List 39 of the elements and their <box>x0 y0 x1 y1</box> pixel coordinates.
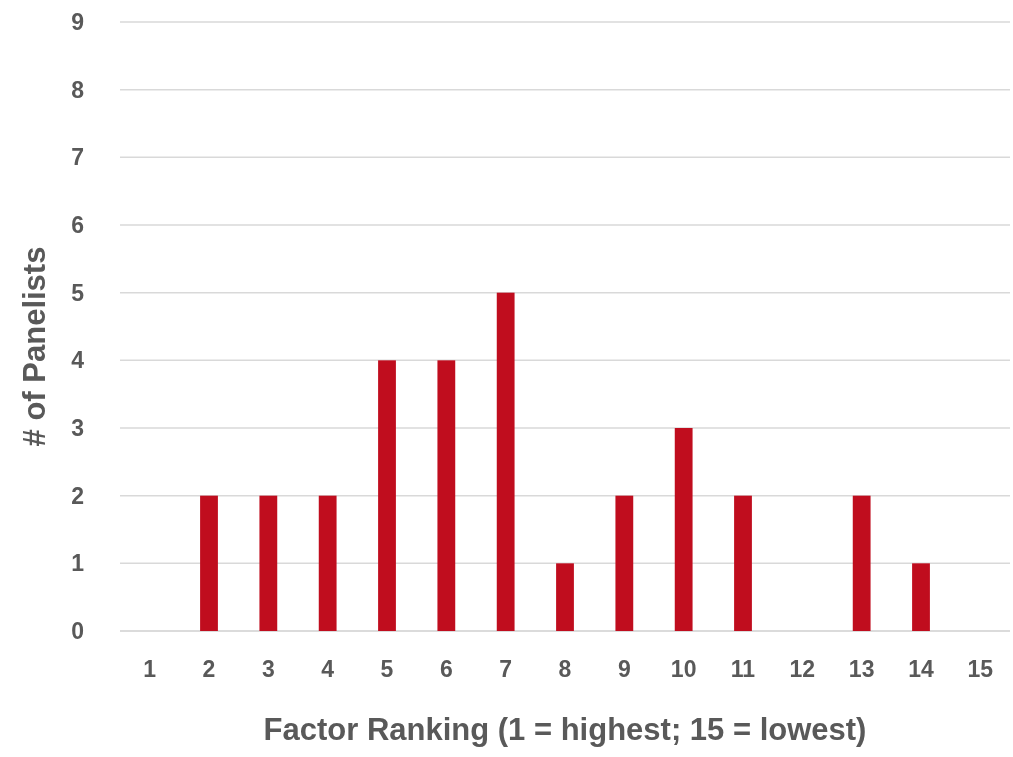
y-tick-label: 5 <box>71 279 85 306</box>
x-tick-label: 1 <box>143 656 157 683</box>
y-tick-label: 7 <box>71 144 84 171</box>
x-tick-label: 4 <box>321 656 335 683</box>
x-tick-label: 3 <box>261 656 275 683</box>
bar <box>912 563 930 631</box>
x-tick-label: 9 <box>617 656 631 683</box>
x-tick-label: 7 <box>499 656 513 683</box>
bar <box>378 360 396 631</box>
bar <box>259 495 278 631</box>
x-tick-label: 2 <box>202 656 216 683</box>
bar <box>318 495 337 631</box>
y-tick-label: 3 <box>71 415 84 442</box>
bar <box>615 495 634 631</box>
y-tick-label: 6 <box>71 212 84 239</box>
x-tick-label: 15 <box>967 656 994 683</box>
x-tick-label: 12 <box>789 656 816 683</box>
x-tick-label: 8 <box>558 656 572 683</box>
x-tick-label: 14 <box>908 656 934 683</box>
bar <box>734 495 752 631</box>
bar <box>556 563 574 631</box>
x-tick-label: 13 <box>848 656 875 683</box>
y-axis-title: # of Panelists <box>17 246 52 447</box>
x-axis-title: Factor Ranking (1 = highest; 15 = lowest) <box>263 712 867 747</box>
y-tick-label: 0 <box>71 618 84 645</box>
bar <box>200 495 218 631</box>
x-tick-label: 6 <box>439 656 453 683</box>
bar <box>437 360 456 631</box>
y-tick-label: 9 <box>71 9 84 36</box>
bar <box>496 292 515 631</box>
bar <box>852 495 871 631</box>
y-tick-label: 1 <box>71 550 85 577</box>
x-tick-label: 10 <box>670 656 697 683</box>
bar <box>674 428 693 631</box>
y-tick-label: 8 <box>71 76 85 103</box>
x-tick-label: 5 <box>380 656 394 683</box>
y-tick-label: 2 <box>71 482 84 509</box>
y-tick-label: 4 <box>71 347 85 374</box>
x-tick-label: 11 <box>730 656 756 683</box>
